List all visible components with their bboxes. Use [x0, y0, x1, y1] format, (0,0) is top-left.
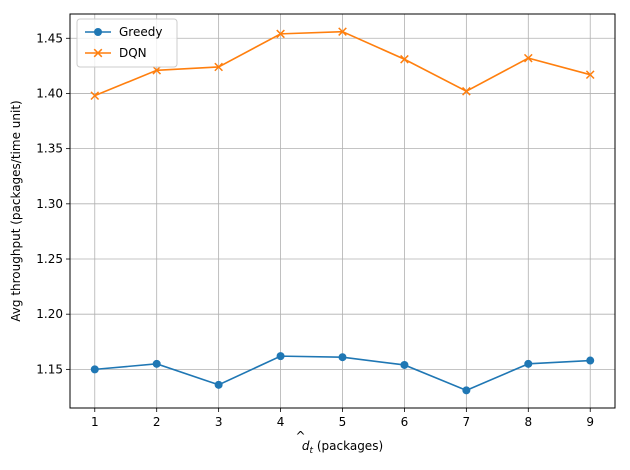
x-tick-label: 6 [401, 415, 409, 429]
x-tick-label: 8 [524, 415, 532, 429]
x-tick-label: 7 [463, 415, 471, 429]
x-tick-label: 4 [277, 415, 285, 429]
data-point-greedy [338, 353, 347, 362]
legend-marker-greedy [94, 28, 102, 36]
data-point-dqn [462, 86, 471, 96]
data-point-greedy [524, 359, 533, 368]
legend-box [76, 18, 178, 68]
data-point-dqn [523, 53, 533, 63]
data-point-dqn [90, 91, 100, 100]
series-greedy [90, 352, 595, 395]
legend-marker-dqn [93, 48, 103, 58]
legend-item-greedy: Greedy [85, 25, 162, 39]
axis-ticks: 1 2 3 4 5 6 7 8 9 1.15 1.20 1.25 1.30 1.35 1.40 1.45 [36, 31, 594, 429]
legend-label-dqn: DQN [119, 46, 147, 60]
x-axis-label-var: d [302, 439, 310, 453]
x-axis-label-hat: ^ [295, 429, 305, 443]
grid [70, 14, 615, 408]
data-point-greedy [586, 356, 595, 365]
data-point-dqn [338, 27, 347, 36]
data-point-greedy [400, 360, 409, 369]
data-point-dqn [152, 65, 162, 75]
x-axis-label-unit: (packages) [313, 439, 383, 453]
x-tick-label: 5 [339, 415, 347, 429]
y-tick-label: 1.20 [36, 307, 63, 321]
y-tick-label: 1.30 [36, 197, 63, 211]
data-point-dqn [585, 70, 595, 80]
data-point-greedy [90, 365, 99, 374]
data-point-dqn [400, 54, 409, 64]
x-tick-label: 9 [586, 415, 594, 429]
legend: Greedy DQN [76, 18, 178, 68]
legend-item-dqn: DQN [85, 46, 147, 60]
data-point-dqn [214, 62, 223, 72]
data-point-greedy [214, 380, 223, 389]
y-tick-label: 1.45 [36, 31, 63, 45]
x-tick-label: 2 [153, 415, 161, 429]
y-tick-label: 1.25 [36, 252, 63, 266]
x-axis-label: dt (packages) [302, 439, 383, 456]
x-tick-label: 1 [91, 415, 99, 429]
data-point-greedy [462, 386, 471, 395]
data-point-greedy [152, 359, 161, 368]
data-point-dqn [276, 29, 285, 39]
series-dqn [90, 27, 595, 100]
y-tick-label: 1.15 [36, 362, 63, 376]
y-axis-label: Avg throughput (packages/time unit) [9, 100, 23, 321]
y-tick-label: 1.35 [36, 142, 63, 156]
x-tick-label: 3 [215, 415, 223, 429]
data-point-greedy [276, 352, 285, 361]
x-axis-label-sub: t [310, 446, 314, 456]
y-tick-label: 1.40 [36, 86, 63, 100]
legend-items: Greedy DQN [85, 25, 162, 60]
legend-label-greedy: Greedy [119, 25, 162, 39]
plot-series [90, 27, 595, 395]
